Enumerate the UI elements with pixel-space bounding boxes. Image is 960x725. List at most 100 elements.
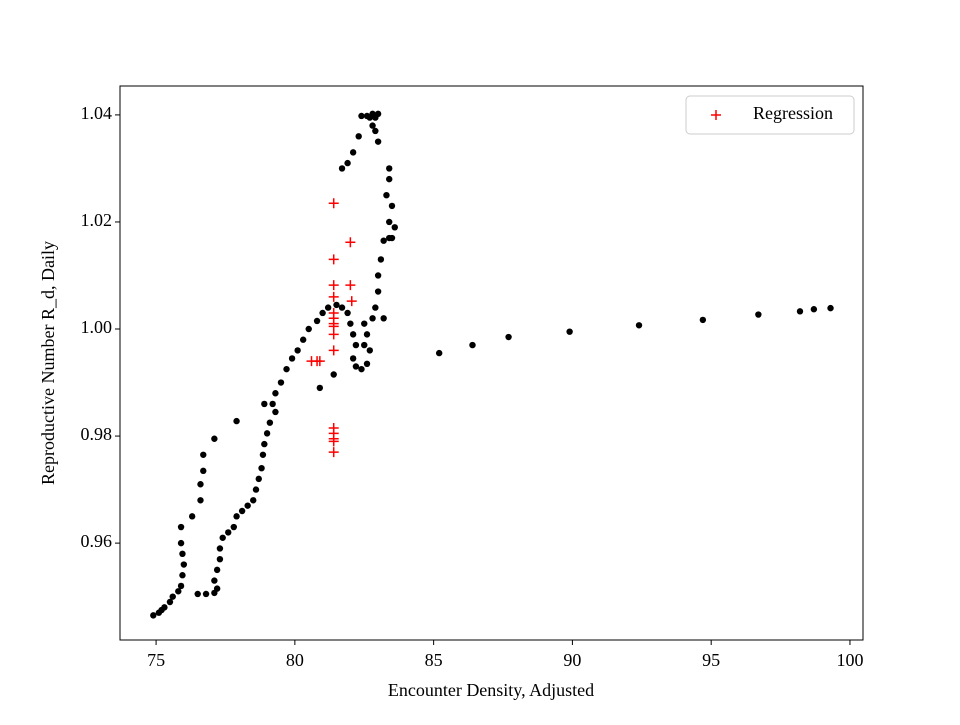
dot-marker (177, 523, 185, 531)
dot-marker (283, 365, 290, 373)
plus-marker (328, 280, 339, 291)
dot-marker (699, 316, 707, 324)
dot-marker (366, 347, 373, 354)
dot-marker (272, 390, 279, 397)
dot-marker (166, 598, 174, 606)
dot-marker (338, 165, 346, 172)
x-tick-label: 85 (425, 650, 443, 670)
dot-marker (179, 572, 186, 579)
y-tick-label: 1.02 (81, 210, 113, 230)
dot-marker (827, 304, 834, 312)
dot-marker (261, 400, 268, 408)
dot-marker (369, 315, 376, 322)
dot-marker (197, 481, 204, 488)
dot-marker (213, 585, 221, 592)
x-tick-label: 75 (147, 650, 165, 670)
dot-marker (316, 384, 324, 392)
dot-marker (391, 224, 398, 231)
plus-marker (328, 254, 339, 265)
dot-marker (169, 593, 176, 600)
dot-marker (380, 237, 387, 244)
plus-marker (345, 280, 356, 291)
dot-marker (469, 341, 476, 349)
plus-marker (328, 345, 339, 356)
dot-marker (383, 191, 390, 199)
dot-marker (225, 529, 232, 536)
dot-marker (319, 309, 326, 317)
dot-marker (377, 256, 385, 263)
dot-marker (305, 325, 312, 333)
dot-marker (386, 165, 393, 172)
x-axis-label: Encounter Density, Adjusted (388, 680, 594, 700)
plot-frame (119, 85, 864, 641)
dot-marker (177, 539, 185, 547)
dot-marker (344, 309, 351, 317)
dot-marker (380, 315, 387, 322)
dot-marker (755, 311, 762, 318)
dot-marker (202, 590, 210, 598)
dot-marker (333, 301, 340, 309)
x-tick-label: 90 (563, 650, 581, 670)
dot-marker (175, 588, 182, 595)
dot-marker (352, 363, 360, 370)
dot-marker (363, 331, 371, 338)
dot-marker (197, 497, 204, 504)
dot-marker (363, 112, 371, 120)
dot-marker (150, 612, 157, 619)
y-tick-label: 1.00 (81, 317, 113, 337)
dot-marker (386, 175, 393, 183)
dot-marker (566, 328, 573, 335)
y-tick-label: 0.98 (81, 424, 113, 444)
dot-marker (252, 486, 260, 493)
dot-marker (263, 430, 271, 437)
dot-marker (272, 408, 279, 416)
dot-marker (250, 497, 257, 504)
plus-marker (328, 436, 339, 447)
dot-marker (796, 308, 804, 315)
plus-marker (345, 237, 356, 248)
dot-marker (233, 513, 240, 520)
dot-marker (294, 347, 301, 354)
dot-marker (194, 590, 201, 598)
y-tick-label: 1.04 (81, 103, 113, 123)
plus-marker (328, 329, 339, 340)
dot-marker (349, 149, 357, 156)
dot-marker (158, 606, 165, 614)
dot-marker (230, 523, 237, 531)
dot-marker (211, 435, 218, 442)
dot-marker (211, 577, 218, 584)
dot-marker (810, 306, 818, 313)
dot-marker (361, 341, 368, 349)
dot-marker (259, 451, 267, 458)
dot-marker (324, 304, 332, 311)
dot-marker (269, 400, 276, 408)
dot-marker (255, 475, 262, 483)
dot-marker (266, 419, 274, 426)
plus-marker (314, 356, 325, 367)
dot-marker (358, 112, 365, 120)
dot-marker (177, 582, 185, 590)
dot-marker (233, 417, 240, 425)
dot-marker (374, 110, 382, 118)
dot-marker (358, 365, 365, 373)
dot-marker (363, 360, 371, 368)
plus-marker (328, 198, 339, 209)
dot-marker (349, 331, 357, 338)
y-tick-label: 0.96 (81, 531, 113, 551)
dot-marker (344, 159, 351, 167)
dot-marker (188, 513, 196, 520)
dot-marker (216, 545, 224, 552)
dot-marker (258, 464, 265, 472)
dot-marker (244, 502, 251, 509)
dot-marker (288, 355, 296, 362)
dot-marker (219, 534, 226, 541)
y-axis-label: Reproductive Number R_d, Daily (38, 241, 58, 485)
dot-marker (374, 288, 382, 295)
x-tick-label: 95 (702, 650, 720, 670)
dot-marker (505, 333, 512, 341)
dot-marker (347, 320, 354, 327)
dot-marker (349, 355, 357, 362)
dot-marker (216, 555, 224, 563)
x-tick-label: 100 (836, 650, 863, 670)
